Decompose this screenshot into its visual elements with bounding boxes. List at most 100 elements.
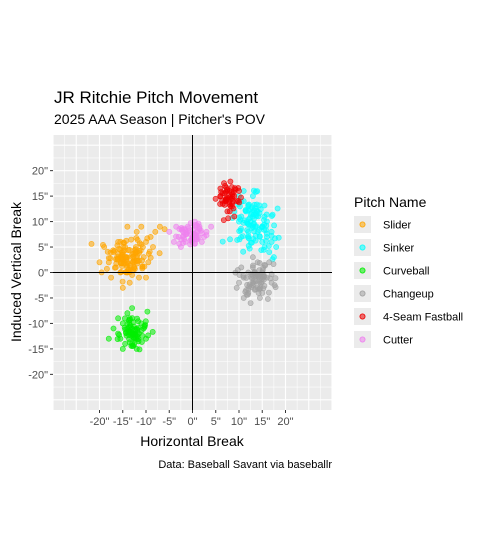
data-point: [173, 233, 179, 240]
data-point: [255, 273, 262, 279]
data-point: [274, 205, 281, 212]
data-point: [96, 259, 103, 266]
data-point: [149, 328, 156, 335]
data-point: [268, 213, 275, 219]
data-point: [237, 227, 244, 234]
zero-lines: [53, 135, 332, 410]
data-point: [247, 300, 254, 306]
data-point: [249, 225, 256, 231]
data-point: [100, 241, 106, 248]
data-point: [116, 331, 122, 338]
data-point: [227, 178, 234, 185]
data-point: [250, 262, 256, 269]
data-point: [263, 237, 269, 244]
data-point: [219, 190, 226, 197]
data-point: [166, 228, 173, 235]
data-point: [152, 228, 159, 235]
data-point: [260, 285, 267, 292]
data-point: [245, 216, 252, 223]
data-point: [230, 198, 236, 205]
data-point: [240, 233, 246, 239]
data-point: [256, 260, 263, 266]
data-point: [233, 284, 240, 291]
data-point: [130, 250, 137, 257]
data-point: [231, 185, 238, 192]
data-point: [240, 272, 247, 279]
legend-item: 4-Seam Fastball: [354, 308, 463, 325]
data-point: [260, 264, 267, 271]
data-point: [246, 281, 253, 288]
data-point: [252, 237, 259, 244]
data-point: [138, 327, 145, 334]
legend-item: Slider: [354, 216, 411, 233]
data-point: [220, 217, 227, 223]
series-changeup: [232, 254, 279, 306]
legend-label: Sinker: [383, 243, 415, 255]
data-point: [116, 245, 122, 252]
data-point: [242, 207, 249, 214]
data-point: [236, 236, 243, 243]
data-point: [134, 315, 140, 322]
data-point: [261, 217, 267, 223]
data-point: [126, 336, 133, 342]
data-point: [112, 264, 118, 271]
data-point: [256, 210, 263, 216]
data-point: [128, 343, 135, 349]
data-point: [105, 255, 112, 261]
data-point: [143, 274, 149, 281]
y-tick-label: -10": [28, 318, 48, 330]
legend-key-point: [359, 221, 366, 228]
data-point: [150, 244, 156, 250]
x-tick-label: 5": [211, 416, 221, 428]
data-point: [251, 268, 258, 275]
data-point: [252, 188, 259, 195]
data-point: [161, 226, 168, 233]
data-point: [268, 238, 275, 245]
data-point: [234, 267, 241, 273]
data-point: [266, 249, 273, 255]
data-point: [134, 258, 141, 264]
data-point: [105, 335, 112, 342]
x-tick-label: 15": [254, 416, 270, 428]
legend-label: Slider: [383, 220, 411, 232]
data-point: [264, 296, 271, 302]
series-curveball: [105, 305, 156, 353]
data-point: [244, 291, 251, 298]
data-point: [129, 305, 135, 311]
data-point: [240, 248, 247, 255]
data-point: [272, 275, 279, 282]
data-point: [133, 228, 140, 235]
x-tick-label: 0": [187, 416, 197, 428]
data-point: [270, 261, 277, 267]
data-point: [263, 227, 269, 233]
chart-title: JR Ritchie Pitch Movement: [54, 88, 258, 107]
data-point: [88, 240, 95, 247]
legend-label: Changeup: [383, 289, 434, 301]
data-point: [142, 318, 149, 325]
data-point: [265, 289, 272, 296]
data-point: [273, 244, 280, 250]
data-point: [144, 235, 151, 242]
data-point: [126, 328, 132, 334]
chart-caption: Data: Baseball Savant via baseballr: [158, 459, 332, 471]
data-point: [227, 236, 233, 243]
y-tick-label: -5": [34, 293, 48, 305]
legend-item: Changeup: [354, 285, 434, 302]
chart-subtitle: 2025 AAA Season | Pitcher's POV: [54, 111, 266, 127]
series-4-seam-fastball: [212, 178, 244, 223]
data-point: [256, 227, 262, 233]
data-point: [124, 310, 131, 317]
data-points: [88, 178, 282, 353]
legend: Pitch Name Slider Sinker Curveball Changeup…: [354, 194, 463, 348]
x-tick-label: 10": [231, 416, 247, 428]
legend-key-point: [359, 244, 366, 251]
data-point: [121, 324, 128, 331]
y-tick-label: 10": [32, 217, 48, 229]
data-point: [144, 308, 151, 315]
data-point: [139, 263, 146, 270]
data-point: [128, 236, 135, 243]
data-point: [126, 262, 133, 269]
data-point: [198, 238, 205, 245]
data-point: [268, 232, 275, 239]
data-point: [122, 315, 128, 322]
